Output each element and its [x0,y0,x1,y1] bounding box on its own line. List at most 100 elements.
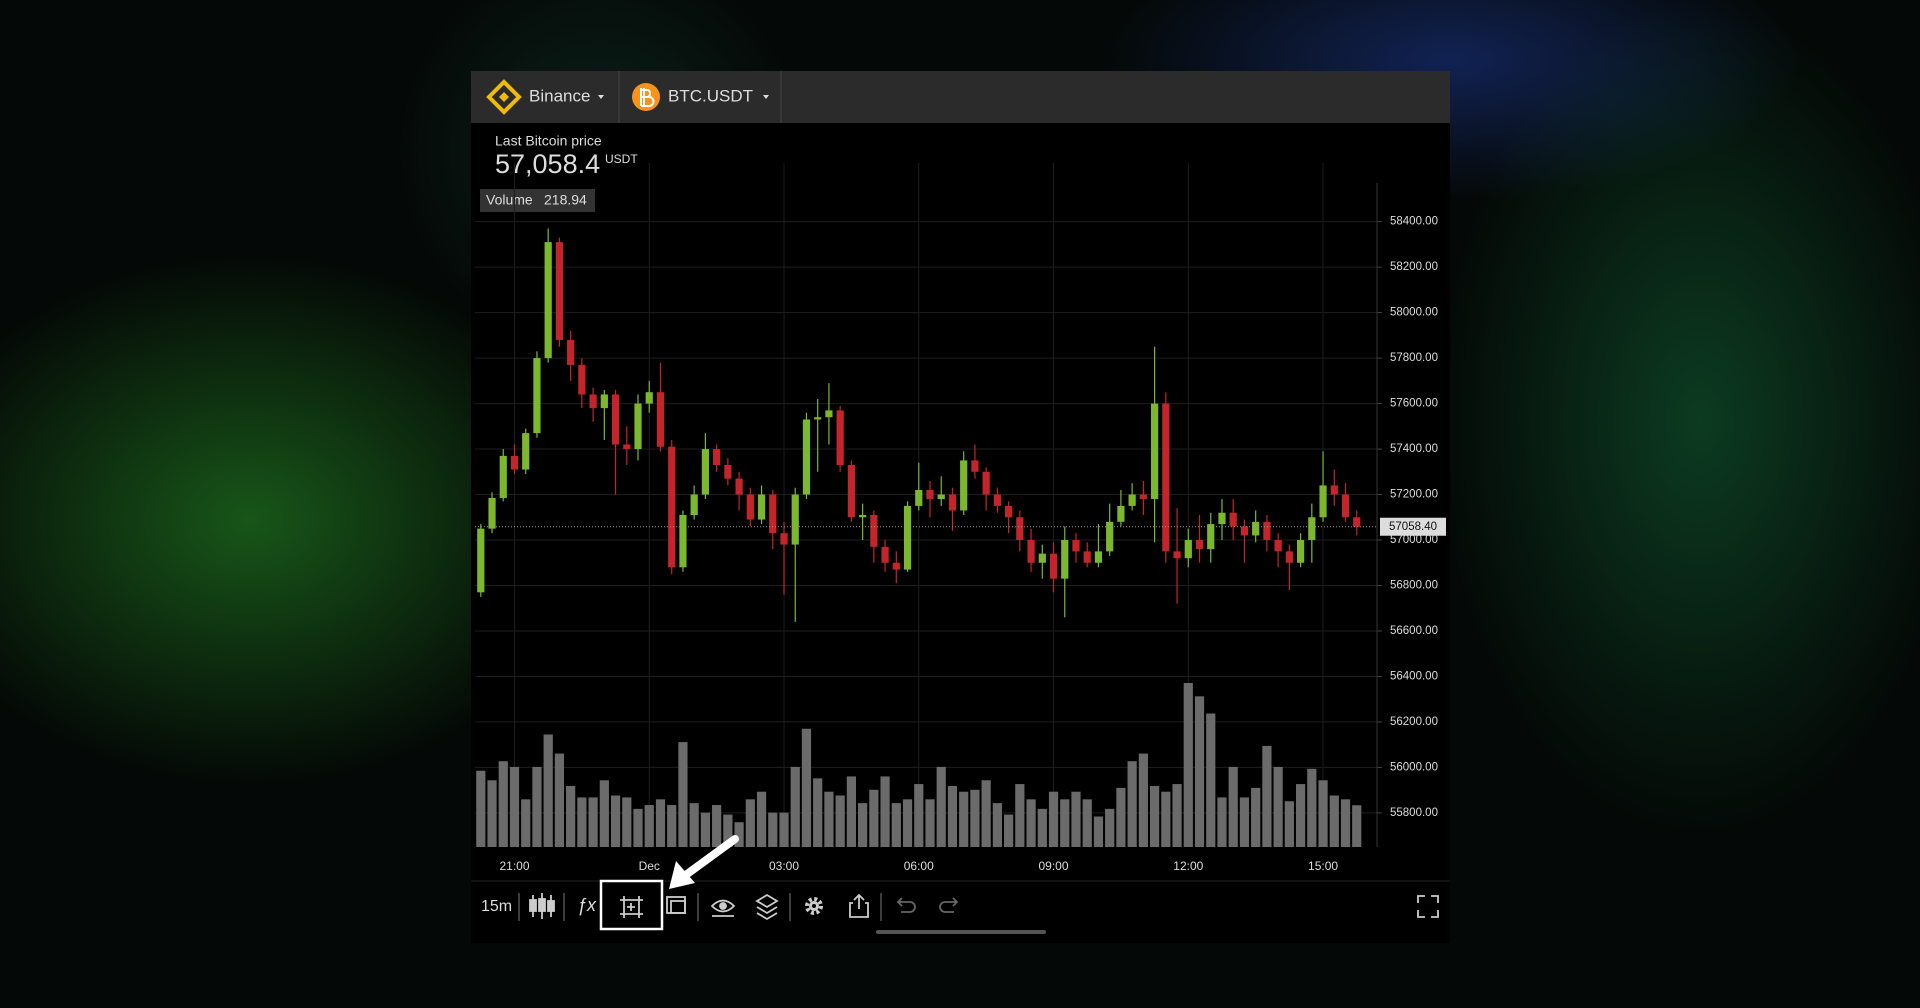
candle-body [656,392,665,447]
x-tick-label: 09:00 [1039,859,1069,873]
snapshot-button[interactable] [666,896,686,914]
visibility-button[interactable] [710,899,736,917]
volume-bar [869,789,879,847]
candle-body [1139,494,1147,500]
redo-button[interactable] [939,897,959,913]
candle-body [1195,540,1204,550]
caret [598,95,604,99]
volume-bar [498,761,508,847]
volume-bar [667,805,677,847]
volume-bar [509,766,520,847]
layers-button[interactable] [755,893,779,921]
volume-bar [1105,808,1115,847]
candle-body [982,471,990,495]
candle-body [881,546,889,563]
btc-glyph [640,88,655,107]
candle-body [611,394,620,445]
volume-bar [543,734,553,847]
interval-button[interactable]: 15m [481,898,512,915]
candle-body [814,417,822,420]
volume-bar [959,791,969,847]
volume-bar [902,799,913,847]
candle-body [1341,494,1350,518]
last-price-tag [1380,517,1446,536]
x-tick-label: 15:00 [1308,859,1338,873]
candle-body [1072,540,1080,552]
candle-body [724,464,732,479]
candle-body [948,494,957,511]
y-tick-label: 58200.00 [1390,261,1438,273]
candle-body [701,449,709,495]
volume-bar [1015,784,1025,847]
candle-body [488,497,496,529]
last-price: 57,058.4 [495,149,600,179]
volume-bar [577,797,587,847]
volume-bar [1228,766,1238,847]
plot: 21:00 Dec 03:00 06:00 09:00 12:00 15:00 55800.0… [475,163,1446,873]
candle-body [1162,403,1170,552]
volume-bar [947,785,958,847]
volume-bar [790,766,800,847]
last-price-tag-label: 57058.40 [1389,521,1437,533]
candle-body [1252,521,1260,536]
indicators-button[interactable]: ƒx [577,895,597,915]
volume-bar [1082,799,1092,847]
volume-bar [813,778,823,847]
drawing-tools-button[interactable] [620,896,643,918]
volume-bar [1251,787,1261,847]
candle-body [1218,512,1226,525]
candle-body [634,403,642,450]
y-tick-label: 57200.00 [1390,489,1438,501]
settings-button[interactable] [805,897,823,915]
candle-body [1117,505,1125,522]
volume-bar [1037,808,1047,847]
volume-bar [1217,797,1227,847]
chart-type-button[interactable] [529,893,555,919]
candle-body [1027,540,1035,563]
y-tick-label: 56000.00 [1390,761,1438,773]
volume-bar [1004,814,1014,847]
candle-body [1229,512,1237,527]
volume-bar [936,766,946,847]
scroll-handle[interactable] [876,930,1046,934]
candle-body [960,460,968,511]
share-button[interactable] [849,893,869,918]
candle-body [836,410,844,465]
candle-body [578,364,586,395]
volume-bar [566,785,576,847]
volume-bar [1295,784,1306,847]
candle-body [735,478,743,495]
binance-logo-center [499,92,509,102]
volume-bar [835,795,845,847]
caret [763,95,769,99]
candle-body [1330,485,1338,495]
candle-body [971,460,979,472]
candle-body [847,464,855,518]
candle-body [1285,551,1293,563]
pair-selector[interactable]: BTC.USDT [632,83,769,111]
y-tick-label: 56800.00 [1390,580,1438,592]
volume-bar [858,803,868,847]
fullscreen-button[interactable] [1417,895,1439,918]
exchange-name: Binance [529,86,590,105]
y-tick-label: 58000.00 [1390,307,1438,319]
candle-body [757,494,766,520]
chart: Binance BTC.USDT Last Bitcoin price 57,0… [471,71,1450,943]
undo-button[interactable] [896,897,916,913]
exchange-selector[interactable]: Binance [486,79,604,115]
candle-body [600,394,608,409]
candle-body [937,494,945,500]
candle-body [1173,551,1181,559]
candle-body [522,433,530,470]
volume-bar [779,812,789,847]
volume-bar [622,797,632,847]
y-tick-label: 57000.00 [1390,534,1438,546]
candle-body [668,446,676,568]
candle-body [1005,505,1013,518]
candle-body [1083,551,1091,563]
y-tick-label: 55800.00 [1390,807,1438,819]
volume-bar [925,799,935,847]
volume-bar [768,812,778,847]
volume-bar [734,822,744,847]
